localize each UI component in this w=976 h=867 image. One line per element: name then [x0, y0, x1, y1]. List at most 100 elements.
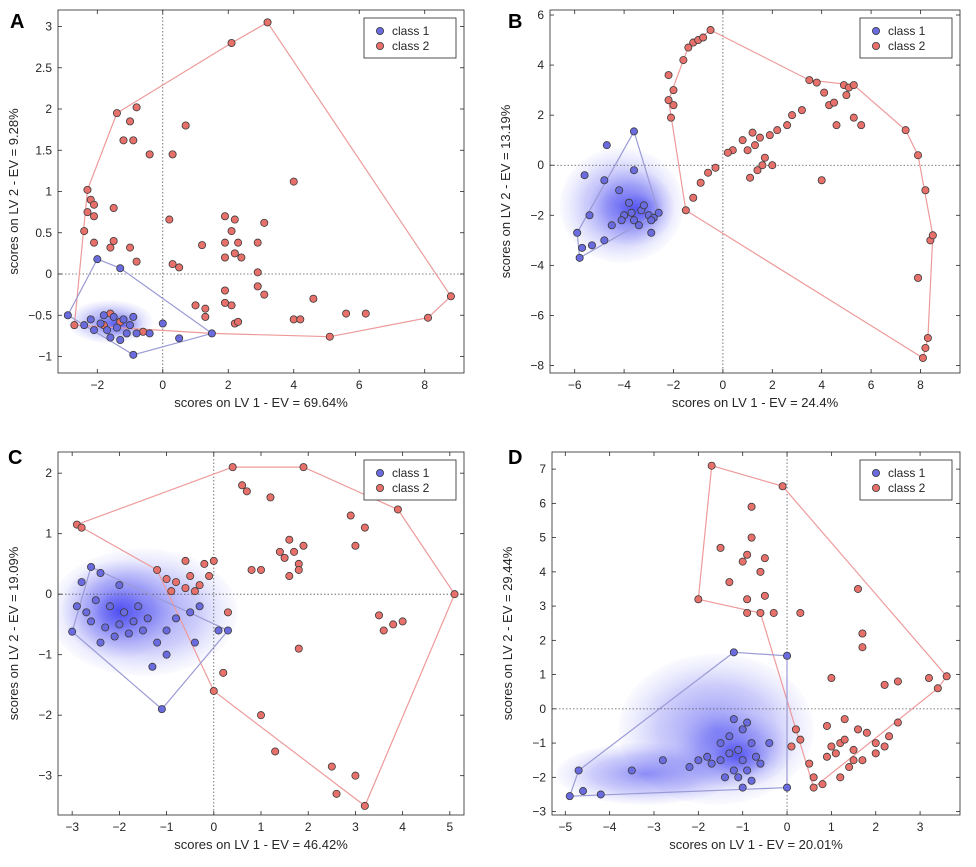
class2-point — [256, 565, 265, 574]
class2-point — [90, 200, 99, 209]
class1-point — [738, 783, 747, 792]
class2-point — [679, 56, 688, 65]
y-tick-label: −2 — [532, 770, 546, 784]
legend-box — [363, 459, 457, 501]
class2-point — [696, 178, 705, 187]
class1-point — [101, 623, 110, 632]
legend-marker-class2 — [872, 42, 881, 51]
class2-point — [126, 243, 135, 252]
x-tick-label: 4 — [290, 378, 297, 392]
y-tick-label: 3 — [45, 20, 52, 34]
class1-point — [124, 629, 133, 638]
class2-point — [398, 617, 407, 626]
class2-point — [200, 559, 209, 568]
y-tick-label: 0 — [539, 702, 546, 716]
class1-point — [707, 759, 716, 768]
class1-point — [214, 626, 223, 635]
class2-point — [924, 674, 933, 683]
class2-point — [266, 493, 275, 502]
class2-point — [190, 587, 199, 596]
class2-point — [167, 587, 176, 596]
class2-point — [893, 677, 902, 686]
class2-point — [760, 153, 769, 162]
class2-point — [375, 611, 384, 620]
class1-point — [153, 638, 162, 647]
class2-point — [817, 176, 826, 185]
class1-point — [654, 208, 663, 217]
x-tick-label: −4 — [617, 378, 631, 392]
class2-point — [723, 148, 732, 157]
class2-point — [230, 249, 239, 258]
class2-point — [172, 578, 181, 587]
class2-point — [247, 565, 256, 574]
y-tick-label: 7 — [539, 462, 546, 476]
class2-point — [109, 203, 118, 212]
class1-point — [738, 756, 747, 765]
class1-hull — [67, 258, 214, 356]
class2-point — [845, 763, 854, 772]
class2-point — [812, 78, 821, 87]
class1-point — [585, 211, 594, 220]
x-tick-label: 5 — [446, 820, 453, 834]
class2-point — [285, 572, 294, 581]
class1-point — [112, 323, 121, 332]
class1-point — [138, 626, 147, 635]
panel-b: −6 −4 −2 0 2 4 6 8 −8 −6 −4 −2 0 2 4 6 scores on LV 1 - … — [498, 8, 961, 410]
class2-point — [132, 257, 141, 266]
class2-point — [918, 353, 927, 362]
class2-point — [181, 556, 190, 565]
y-tick-label: 0 — [45, 587, 52, 601]
class2-point — [153, 565, 162, 574]
class2-point — [842, 91, 851, 100]
class2-point — [751, 141, 760, 150]
legend-label-class2: class 2 — [392, 39, 430, 53]
class1-point — [627, 766, 636, 775]
legend-marker-class2 — [872, 483, 881, 492]
x-tick-label: −6 — [568, 378, 582, 392]
class1-point — [77, 578, 86, 587]
y-tick-label: 2.5 — [35, 61, 52, 75]
class2-point — [205, 572, 214, 581]
class2-point — [198, 241, 207, 250]
class1-point — [122, 329, 131, 338]
class2-point — [168, 150, 177, 159]
class1-point — [86, 315, 95, 324]
class2-point — [271, 747, 280, 756]
panel-letter: D — [508, 447, 522, 469]
class2-point — [809, 783, 818, 792]
y-tick-label: 1.5 — [35, 143, 52, 157]
class2-point — [260, 218, 269, 227]
class2-point — [290, 547, 299, 556]
class1-point — [190, 638, 199, 647]
panel-d: −5 −4 −3 −2 −1 0 1 2 3 −3 −2 −1 0 1 2 3 4 5 6 7 scores on LV… — [500, 447, 961, 852]
class1-point — [729, 766, 738, 775]
class1-point — [729, 715, 738, 724]
class1-point — [129, 312, 138, 321]
class1-point — [578, 243, 587, 252]
y-tick-label: −2 — [38, 708, 52, 722]
class2-point — [923, 333, 932, 342]
class2-point — [360, 801, 369, 810]
x-tick-label: −2 — [692, 820, 706, 834]
class1-hull — [568, 651, 788, 797]
y-axis-label: scores on LV 2 - EV = 9.28% — [6, 108, 21, 275]
class2-point — [664, 96, 673, 105]
class2-point — [450, 590, 459, 599]
y-tick-label: 1 — [45, 527, 52, 541]
class1-point — [145, 329, 154, 338]
class1-point — [617, 216, 626, 225]
class1-point — [162, 650, 171, 659]
legend-box — [363, 17, 457, 59]
class2-point — [756, 567, 765, 576]
class1-point — [115, 620, 124, 629]
class1-point — [579, 787, 588, 796]
x-tick-label: 1 — [828, 820, 835, 834]
class1-point — [600, 176, 609, 185]
class2-point — [827, 742, 836, 751]
class2-point — [299, 541, 308, 550]
class2-point — [707, 461, 716, 470]
